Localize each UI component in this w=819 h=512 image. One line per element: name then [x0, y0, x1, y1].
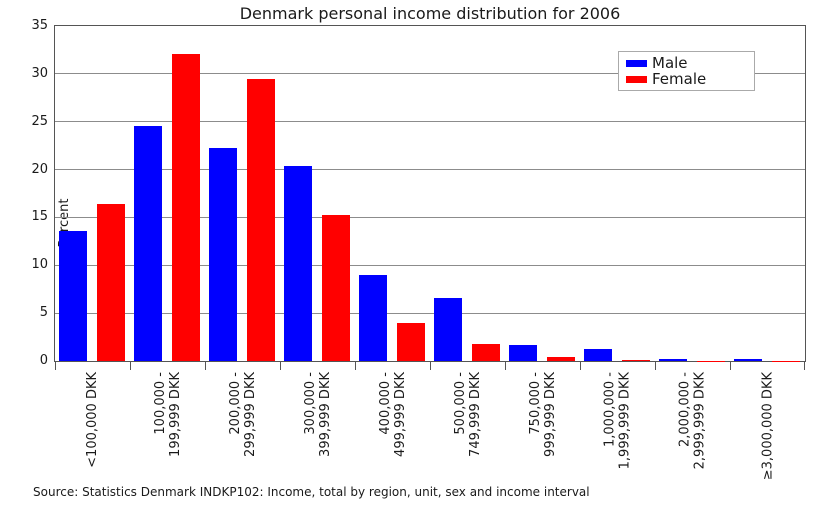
female-swatch-icon: [626, 75, 647, 83]
bar-male-2: [209, 147, 237, 361]
x-tick-mark-2: [204, 361, 206, 370]
legend-item-male: Male: [619, 55, 754, 71]
x-tick-mark-1: [129, 361, 131, 370]
y-tick-label-30: 30: [31, 65, 48, 81]
x-tick-label-1: 100,000 - 199,999 DKK: [152, 372, 183, 457]
x-tick-label-4: 400,000 - 499,999 DKK: [377, 372, 408, 457]
y-tick-label-0: 0: [39, 353, 48, 368]
bar-female-7: [622, 360, 650, 361]
y-tick-label-15: 15: [31, 209, 48, 225]
gridline-5: [55, 312, 805, 314]
bar-male-5: [434, 297, 462, 361]
y-tick-label-25: 25: [31, 113, 48, 129]
bar-female-3: [322, 214, 350, 361]
bar-male-7: [584, 348, 612, 361]
x-tick-mark-8: [654, 361, 656, 370]
x-tick-label-0: <100,000 DKK: [85, 372, 100, 468]
source-note: Source: Statistics Denmark INDKP102: Inc…: [33, 485, 590, 499]
x-tick-mark-6: [504, 361, 506, 370]
gridline-25: [55, 121, 805, 123]
x-tick-mark-9: [729, 361, 731, 370]
bar-male-1: [134, 125, 162, 361]
x-tick-mark-3: [279, 361, 281, 370]
bar-female-1: [172, 53, 200, 361]
y-tick-label-5: 5: [39, 305, 48, 321]
gridline-30: [55, 73, 805, 75]
gridline-20: [55, 169, 805, 171]
x-tick-mark-7: [579, 361, 581, 370]
x-tick-mark-10: [804, 361, 805, 370]
x-tick-label-9: ≥3,000,000 DKK: [760, 372, 775, 481]
bar-female-2: [247, 78, 275, 361]
x-tick-label-2: 200,000 - 299,999 DKK: [227, 372, 258, 457]
bar-male-9: [734, 359, 762, 361]
y-tick-label-35: 35: [31, 18, 48, 33]
gridline-10: [55, 264, 805, 266]
chart-title: Denmark personal income distribution for…: [239, 4, 621, 23]
bar-male-6: [509, 344, 537, 361]
legend-label-male: Male: [652, 54, 688, 72]
y-tick-label-10: 10: [31, 257, 48, 273]
x-tick-mark-4: [354, 361, 356, 370]
bar-male-3: [284, 165, 312, 361]
male-swatch-icon: [626, 59, 647, 67]
bar-male-8: [659, 359, 687, 361]
x-tick-label-3: 300,000 - 399,999 DKK: [302, 372, 333, 457]
x-tick-mark-0: [55, 361, 56, 370]
bar-female-0: [97, 204, 125, 361]
gridline-15: [55, 216, 805, 218]
legend-item-female: Female: [619, 71, 754, 87]
legend: Male Female: [618, 51, 755, 91]
bar-female-5: [472, 343, 500, 361]
plot-area: Percent Male Female 0 5 10 15 20 25 30 35 <100,0…: [31, 18, 806, 480]
bar-male-4: [359, 274, 387, 361]
x-tick-label-5: 500,000 - 749,999 DKK: [452, 372, 483, 457]
y-tick-label-20: 20: [31, 161, 48, 177]
bar-female-6: [547, 357, 575, 361]
x-tick-label-7: 1,000,000 - 1,999,999 DKK: [602, 372, 633, 470]
legend-label-female: Female: [652, 70, 707, 88]
x-tick-label-6: 750,000 - 999,999 DKK: [527, 372, 558, 457]
x-tick-label-8: 2,000,000 - 2,999,999 DKK: [677, 372, 708, 470]
bar-female-4: [397, 322, 425, 361]
bar-male-0: [59, 230, 87, 361]
x-tick-mark-5: [429, 361, 431, 370]
